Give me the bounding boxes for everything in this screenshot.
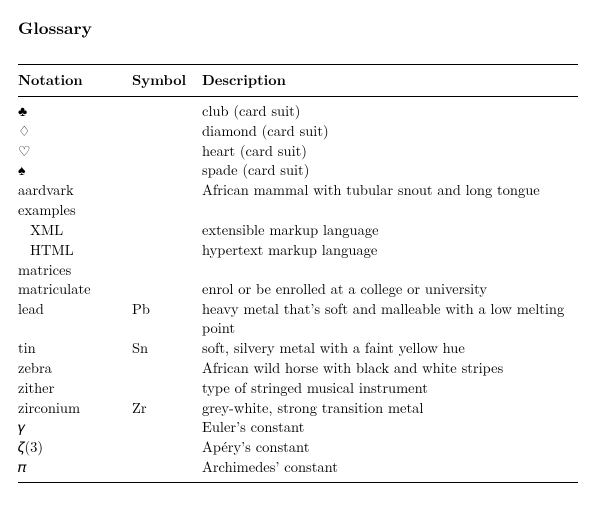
cell-description: Apéry’s constant: [202, 438, 578, 458]
table-row: zebra African wild horse with black and …: [18, 358, 578, 378]
cell-notation: zirconium: [18, 398, 132, 418]
cell-symbol: [132, 201, 202, 221]
table-row: 𝛾 Euler’s constant: [18, 418, 578, 438]
cell-description: type of stringed musical instrument: [202, 378, 578, 398]
cell-symbol: [132, 280, 202, 300]
cell-notation: lead: [18, 300, 132, 339]
cell-symbol: [132, 458, 202, 483]
cell-notation: tin: [18, 338, 132, 358]
cell-symbol: [132, 121, 202, 141]
cell-description: diamond (card suit): [202, 121, 578, 141]
cell-symbol: [132, 161, 202, 181]
cell-notation: zither: [18, 378, 132, 398]
page-title: Glossary: [18, 16, 584, 40]
table-header-row: Notation Symbol Description: [18, 65, 578, 97]
table-row: XML extensible markup language: [18, 220, 578, 240]
cell-description: spade (card suit): [202, 161, 578, 181]
table-row: tin Sn soft, silvery metal with a faint …: [18, 338, 578, 358]
cell-notation: examples: [18, 201, 132, 221]
glossary-table: Notation Symbol Description ♣ club (card…: [18, 64, 578, 483]
cell-notation: ♣: [18, 96, 132, 121]
cell-notation: 𝛾: [18, 418, 132, 438]
table-row: ♡ heart (card suit): [18, 141, 578, 161]
cell-symbol: Sn: [132, 338, 202, 358]
table-row: aardvark African mammal with tubular sno…: [18, 181, 578, 201]
cell-description: African mammal with tubular snout and lo…: [202, 181, 578, 201]
table-row: HTML hypertext markup language: [18, 240, 578, 260]
table-row: lead Pb heavy metal that’s soft and mall…: [18, 300, 578, 339]
cell-notation: HTML: [18, 240, 132, 260]
cell-description: heart (card suit): [202, 141, 578, 161]
table-row: examples: [18, 201, 578, 221]
cell-description: soft, silvery metal with a faint yellow …: [202, 338, 578, 358]
cell-description: [202, 201, 578, 221]
cell-notation: aardvark: [18, 181, 132, 201]
table-row: ♢ diamond (card suit): [18, 121, 578, 141]
cell-symbol: [132, 418, 202, 438]
cell-notation: 𝜋: [18, 458, 132, 483]
cell-description: African wild horse with black and white …: [202, 358, 578, 378]
cell-description: extensible markup language: [202, 220, 578, 240]
cell-notation: ♡: [18, 141, 132, 161]
cell-symbol: [132, 141, 202, 161]
col-header-symbol: Symbol: [132, 65, 202, 97]
table-row: 𝜋 Archimedes’ constant: [18, 458, 578, 483]
cell-description: club (card suit): [202, 96, 578, 121]
cell-notation: matriculate: [18, 280, 132, 300]
cell-notation: 𝜁(3): [18, 438, 132, 458]
cell-description: hypertext markup language: [202, 240, 578, 260]
cell-symbol: [132, 220, 202, 240]
cell-symbol: [132, 96, 202, 121]
table-row: ♣ club (card suit): [18, 96, 578, 121]
table-row: ♠ spade (card suit): [18, 161, 578, 181]
cell-symbol: [132, 378, 202, 398]
cell-symbol: [132, 438, 202, 458]
cell-symbol: Zr: [132, 398, 202, 418]
col-header-notation: Notation: [18, 65, 132, 97]
cell-description: heavy metal that’s soft and malleable wi…: [202, 300, 578, 339]
cell-symbol: [132, 181, 202, 201]
cell-description: enrol or be enrolled at a college or uni…: [202, 280, 578, 300]
table-row: 𝜁(3) Apéry’s constant: [18, 438, 578, 458]
cell-notation: ♠: [18, 161, 132, 181]
cell-notation: ♢: [18, 121, 132, 141]
cell-description: Archimedes’ constant: [202, 458, 578, 483]
cell-symbol: [132, 358, 202, 378]
cell-notation: XML: [18, 220, 132, 240]
cell-notation: zebra: [18, 358, 132, 378]
table-row: matrices: [18, 260, 578, 280]
cell-symbol: [132, 240, 202, 260]
cell-description: grey-white, strong transition metal: [202, 398, 578, 418]
table-row: zither type of stringed musical instrume…: [18, 378, 578, 398]
cell-symbol: Pb: [132, 300, 202, 339]
cell-description: Euler’s constant: [202, 418, 578, 438]
cell-symbol: [132, 260, 202, 280]
cell-notation: matrices: [18, 260, 132, 280]
col-header-description: Description: [202, 65, 578, 97]
table-row: zirconium Zr grey-white, strong transiti…: [18, 398, 578, 418]
table-row: matriculate enrol or be enrolled at a co…: [18, 280, 578, 300]
cell-description: [202, 260, 578, 280]
